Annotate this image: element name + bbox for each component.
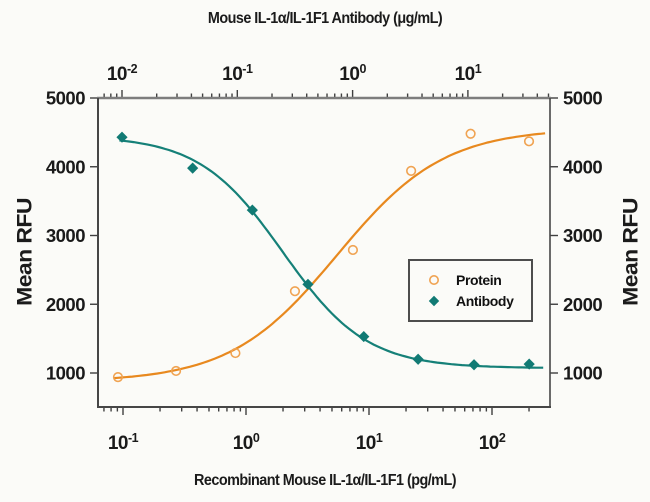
svg-text:100: 100 <box>339 62 366 85</box>
legend-item-antibody: Antibody <box>427 293 531 309</box>
svg-text:10-1: 10-1 <box>222 62 253 85</box>
protein-point <box>170 365 182 377</box>
fit-curves <box>114 132 546 380</box>
svg-text:101: 101 <box>455 62 482 85</box>
svg-text:10-1: 10-1 <box>108 431 139 454</box>
svg-text:10-2: 10-2 <box>107 62 138 85</box>
open-circle-icon <box>429 275 439 285</box>
legend: Protein Antibody <box>408 259 533 322</box>
antibody-point <box>358 330 370 343</box>
legend-label-protein: Protein <box>456 272 502 288</box>
bottom-axis-title: Recombinant Mouse IL-1α/IL-1F1 (pg/mL) <box>194 472 456 489</box>
antibody-point <box>302 278 314 290</box>
svg-text:5000: 5000 <box>46 88 85 109</box>
antibody-fit-curve <box>119 139 544 369</box>
antibody-point <box>412 353 424 365</box>
svg-text:3000: 3000 <box>563 225 602 246</box>
svg-text:4000: 4000 <box>46 156 85 177</box>
antibody-point <box>523 358 535 370</box>
legend-item-protein: Protein <box>427 272 531 288</box>
svg-text:5000: 5000 <box>563 88 602 109</box>
filled-diamond-icon <box>428 295 440 307</box>
data-points <box>112 128 535 383</box>
antibody-point <box>116 131 128 143</box>
tick-labels: 10-1 100 101 102 10-2 10-1 100 101 1000 1000 2000 2… <box>46 62 603 454</box>
protein-point <box>523 136 535 147</box>
protein-point <box>406 165 417 176</box>
axis-spines <box>97 96 551 408</box>
antibody-point <box>468 359 480 371</box>
antibody-point <box>187 162 199 174</box>
protein-point <box>465 128 476 139</box>
protein-point <box>112 372 124 383</box>
svg-text:2000: 2000 <box>46 294 85 315</box>
legend-label-antibody: Antibody <box>456 293 514 309</box>
svg-text:101: 101 <box>356 431 383 454</box>
svg-text:100: 100 <box>233 431 260 454</box>
antibody-point <box>246 204 258 216</box>
protein-fit-curve <box>114 132 546 380</box>
protein-point <box>347 244 359 256</box>
svg-text:1000: 1000 <box>46 363 85 384</box>
top-axis-title: Mouse IL-1α/IL-1F1 Antibody (μg/mL) <box>207 10 443 27</box>
svg-text:4000: 4000 <box>563 156 602 177</box>
protein-point <box>230 347 241 359</box>
svg-text:1000: 1000 <box>563 363 602 384</box>
svg-text:102: 102 <box>479 431 506 454</box>
protein-point <box>289 286 301 297</box>
svg-text:3000: 3000 <box>46 225 85 246</box>
svg-text:2000: 2000 <box>563 294 602 315</box>
